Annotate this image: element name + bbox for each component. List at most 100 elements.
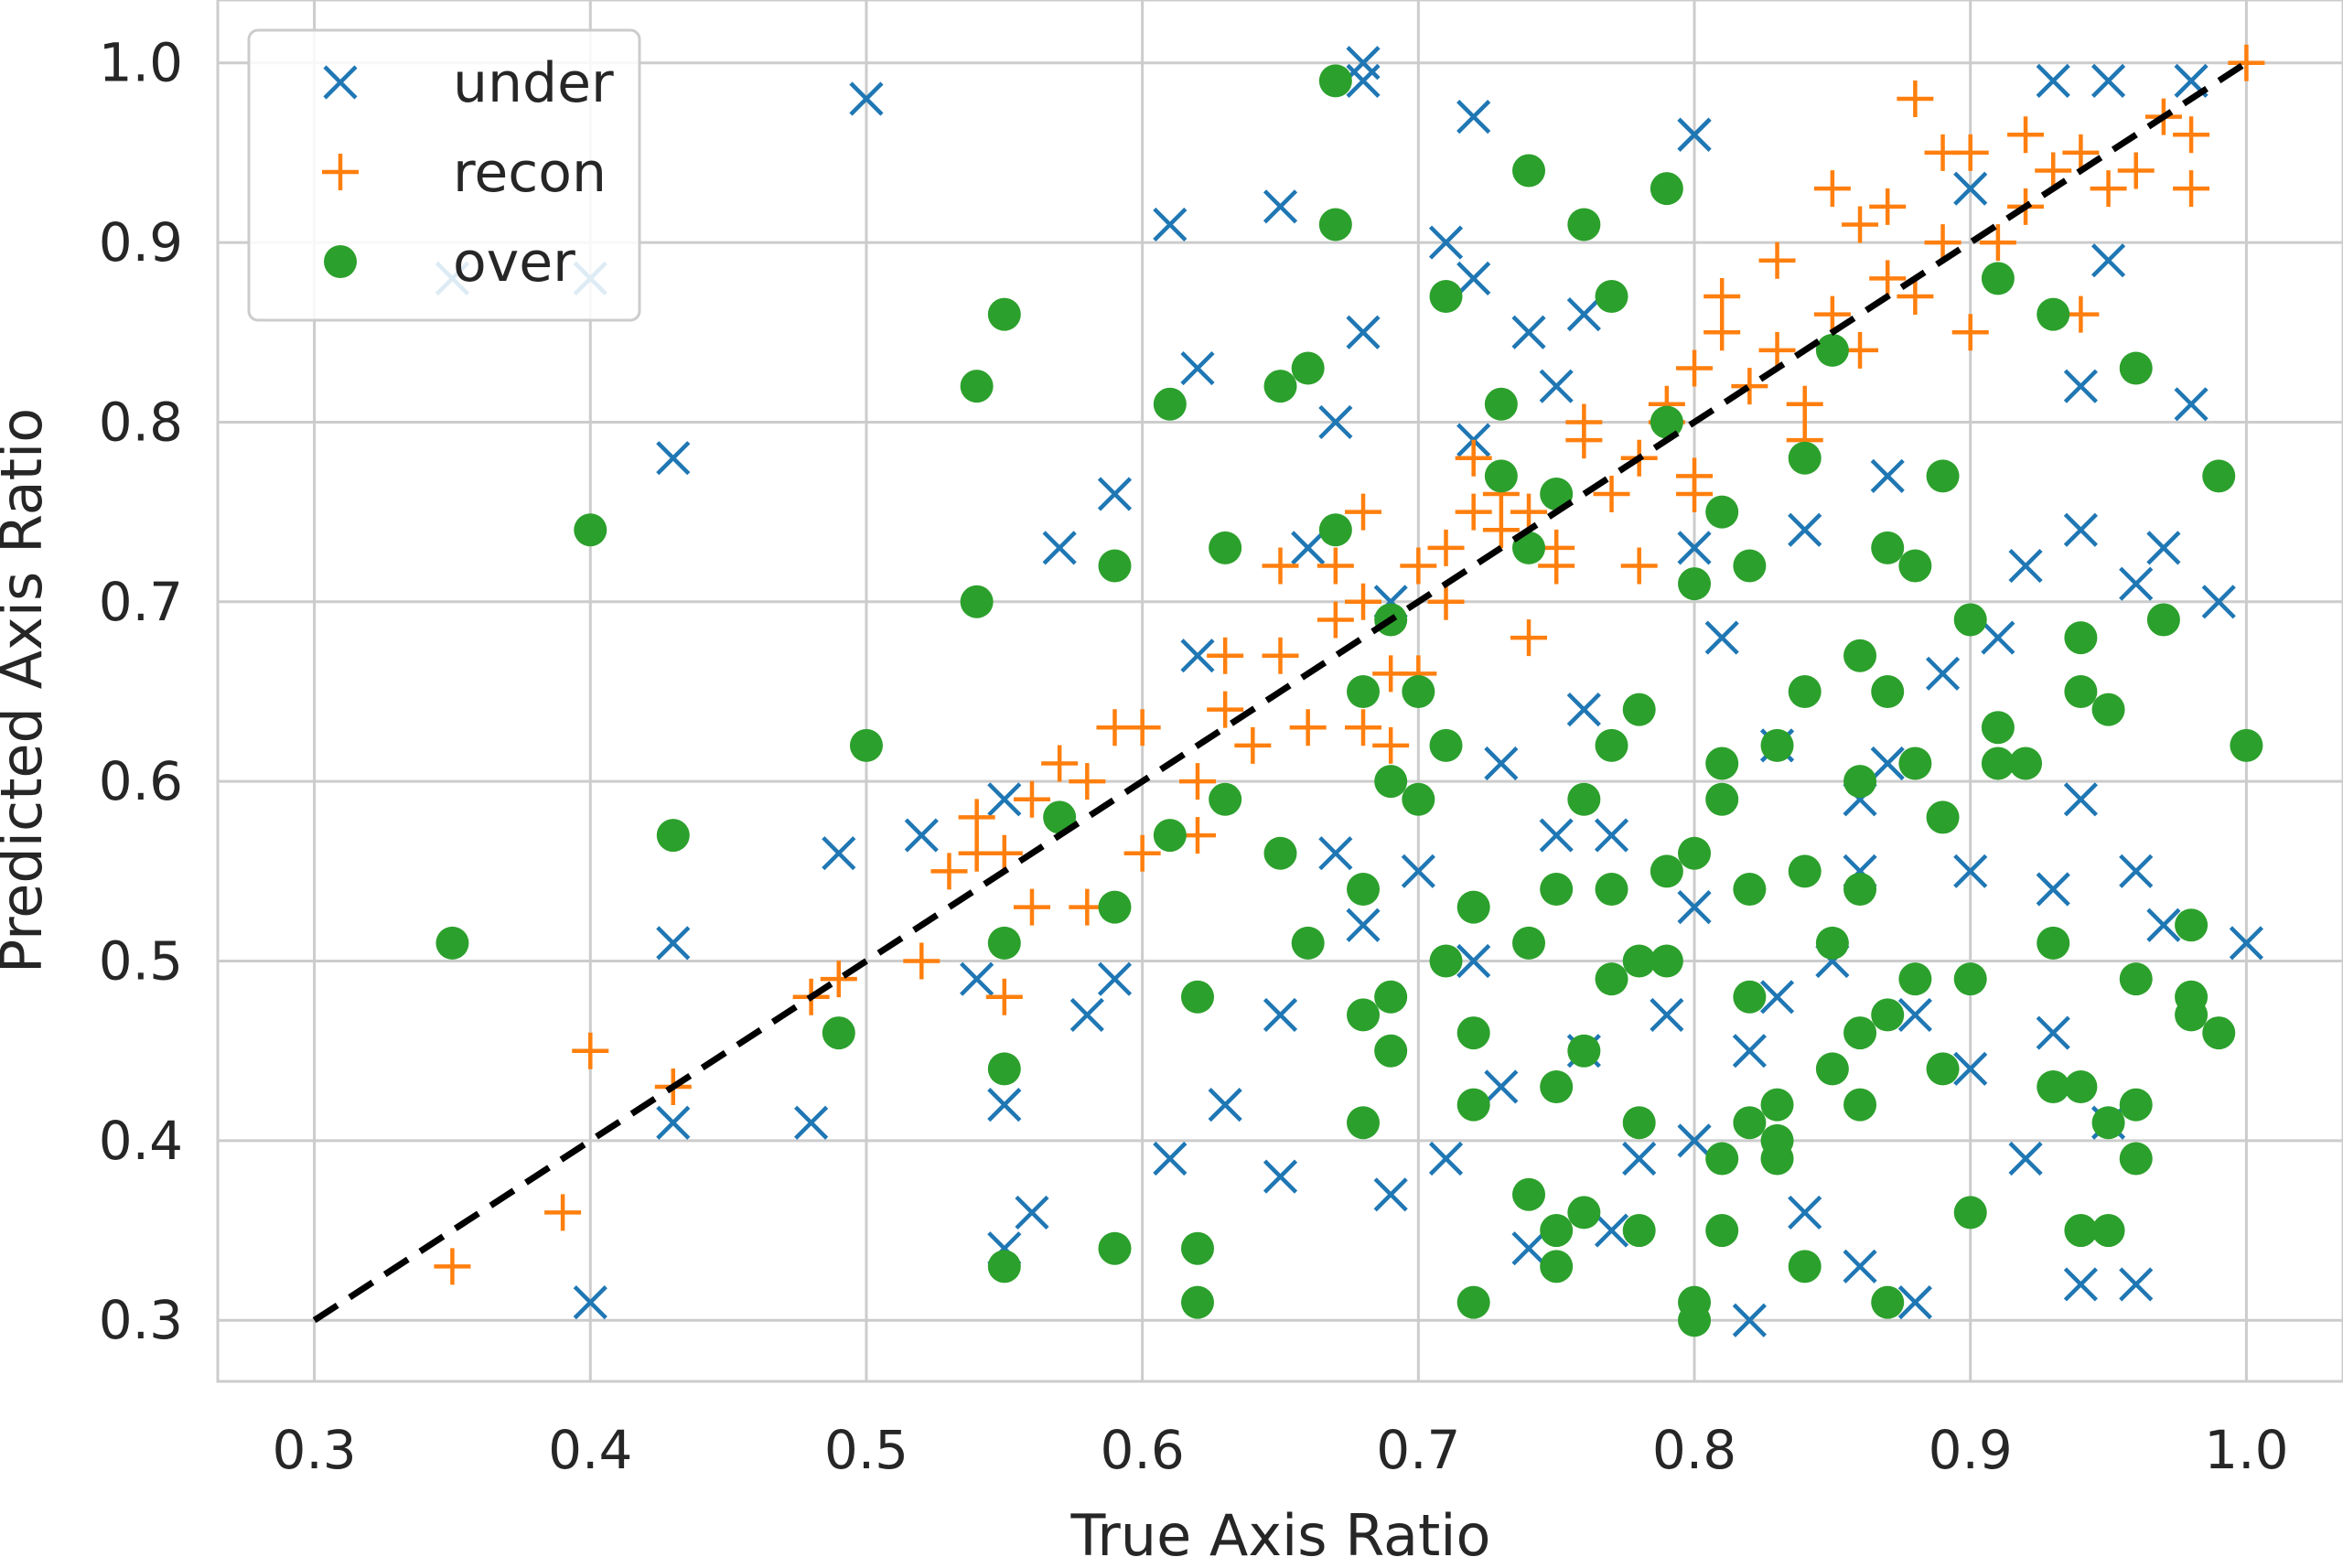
- under-point-29: [1870, 458, 1905, 493]
- under-point-48: [656, 1105, 691, 1140]
- under-point-68: [2063, 1267, 2098, 1302]
- under-point-61: [1677, 1123, 1712, 1158]
- over-point-38: [1402, 782, 1435, 816]
- under-point-19: [1180, 350, 1215, 386]
- under-point-78: [1897, 997, 1932, 1033]
- over-point-64: [1595, 962, 1628, 996]
- over-point-44: [1456, 1285, 1490, 1319]
- x-tick-5: 0.8: [1652, 1419, 1736, 1481]
- recon-point-46: [1897, 277, 1934, 315]
- over-point-117: [1981, 746, 2015, 780]
- over-point-36: [1374, 1034, 1408, 1068]
- legend-label-recon: recon: [453, 141, 607, 205]
- recon-point-65: [1565, 422, 1603, 459]
- recon-point-1: [544, 1194, 582, 1231]
- over-point-123: [2064, 674, 2098, 708]
- over-point-56: [1540, 1250, 1574, 1283]
- under-point-101: [1456, 943, 1491, 979]
- under-point-28: [1788, 512, 1822, 547]
- under-point-98: [1981, 620, 2015, 655]
- data-points: [434, 44, 2265, 1337]
- over-point-69: [1650, 172, 1683, 206]
- y-tick-2: 0.5: [99, 930, 183, 993]
- recon-point-19: [1234, 726, 1272, 764]
- under-point-12: [1153, 207, 1188, 242]
- recon-point-10: [985, 978, 1023, 1015]
- recon-point-61: [1813, 170, 1851, 208]
- under-point-32: [2201, 585, 2236, 619]
- recon-point-26: [1400, 547, 1437, 585]
- under-point-81: [2119, 566, 2154, 601]
- recon-point-11: [1013, 780, 1050, 818]
- under-point-2: [656, 441, 691, 476]
- over-point-24: [1291, 926, 1325, 960]
- recon-point-12: [1041, 745, 1079, 782]
- recon-point-57: [2228, 44, 2265, 81]
- under-point-10: [2090, 63, 2126, 98]
- over-point-93: [1788, 1250, 1822, 1283]
- under-point-18: [1566, 297, 1601, 332]
- under-point-57: [1428, 1141, 1464, 1176]
- recon-point-21: [1289, 709, 1327, 746]
- recon-point-62: [1758, 242, 1796, 279]
- over-point-41: [1429, 944, 1463, 978]
- over-point-97: [1843, 639, 1877, 672]
- under-point-55: [1263, 1159, 1298, 1194]
- over-point-122: [2064, 621, 2098, 655]
- under-point-74: [1594, 818, 1629, 853]
- recon-point-47: [1924, 224, 1961, 262]
- under-point-14: [1428, 225, 1464, 260]
- over-point-28: [1318, 513, 1352, 547]
- over-point-20: [1209, 782, 1242, 816]
- under-point-17: [1511, 315, 1546, 349]
- under-point-9: [2036, 63, 2070, 98]
- recon-point-7: [930, 853, 968, 890]
- x-axis-label: True Axis Ratio: [1070, 1502, 1491, 1568]
- under-point-42: [2146, 908, 2181, 942]
- over-point-18: [1180, 1231, 1214, 1265]
- over-point-78: [1705, 746, 1739, 780]
- over-point-34: [1374, 765, 1408, 799]
- over-point-14: [1098, 549, 1132, 583]
- over-point-135: [2175, 908, 2209, 942]
- under-point-51: [987, 1088, 1022, 1122]
- over-point-125: [2064, 1214, 2098, 1248]
- over-point-60: [1567, 1196, 1601, 1230]
- under-point-33: [1180, 639, 1215, 673]
- recon-point-42: [1786, 385, 1823, 423]
- recon-point-41: [1758, 331, 1796, 369]
- x-tick-7: 1.0: [2204, 1419, 2288, 1481]
- recon-point-40: [1731, 368, 1768, 405]
- over-point-1: [574, 513, 607, 547]
- y-tick-3: 0.6: [99, 750, 183, 812]
- over-point-127: [2091, 1106, 2125, 1140]
- over-point-120: [2037, 926, 2070, 960]
- over-point-137: [2202, 459, 2236, 493]
- recon-point-73: [1069, 763, 1106, 800]
- over-point-96: [1815, 333, 1849, 367]
- over-point-35: [1374, 980, 1408, 1014]
- recon-point-29: [1482, 511, 1520, 549]
- over-point-59: [1567, 1034, 1601, 1068]
- y-tick-labels: 0.3 0.4 0.5 0.6 0.7 0.8 0.9 1.0: [99, 32, 183, 1352]
- over-point-21: [1209, 531, 1242, 564]
- recon-point-78: [2173, 170, 2210, 208]
- recon-point-9: [985, 834, 1023, 872]
- under-point-16: [1346, 315, 1381, 349]
- over-point-132: [2119, 1142, 2153, 1176]
- under-point-83: [2063, 369, 2098, 403]
- over-point-89: [1760, 1123, 1794, 1157]
- over-point-68: [1622, 1214, 1656, 1248]
- y-tick-6: 0.9: [99, 211, 183, 274]
- under-point-63: [1788, 1195, 1822, 1230]
- y-tick-5: 0.8: [99, 391, 183, 453]
- over-point-12: [1098, 890, 1132, 924]
- over-point-121: [2037, 1069, 2070, 1103]
- legend-label-under: under: [453, 51, 614, 115]
- over-point-58: [1567, 782, 1601, 816]
- under-point-38: [1953, 854, 1988, 888]
- over-point-40: [1429, 728, 1463, 762]
- over-point-139: [2230, 728, 2263, 762]
- recon-point-0: [434, 1248, 471, 1285]
- under-point-30: [2063, 512, 2098, 547]
